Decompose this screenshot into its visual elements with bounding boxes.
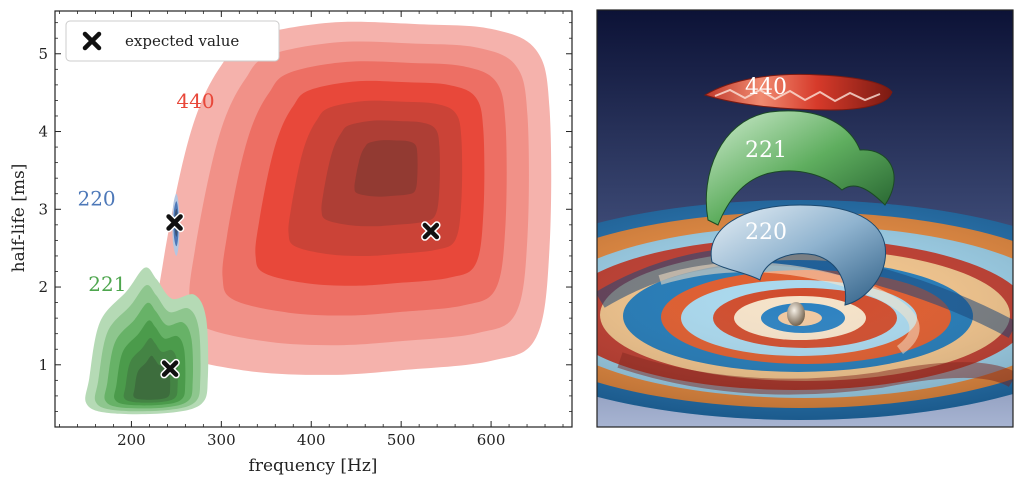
y-tick-label: 1: [38, 356, 48, 374]
legend-box: [65, 20, 280, 62]
x-tick-label: 600: [477, 431, 506, 449]
y-axis-label: half-life [ms]: [9, 164, 29, 273]
x-tick-label: 300: [207, 431, 236, 449]
y-tick-label: 3: [38, 200, 48, 218]
y-tick-label: 5: [38, 45, 48, 63]
mode-221-surface: [705, 110, 895, 226]
legend-x-marker: [81, 30, 103, 52]
expected-value-marker-220: [164, 212, 185, 233]
y-tick-label: 2: [38, 278, 48, 296]
contour-440-level-7: [354, 140, 418, 197]
render-label-221: 221: [745, 138, 787, 163]
legend-x-icon: [81, 30, 103, 52]
x-axis-label: frequency [Hz]: [249, 456, 378, 476]
expected-value-markers: [160, 212, 441, 379]
render-panel: 440 221 220: [596, 9, 1014, 428]
contour-221-level-6: [133, 355, 171, 400]
contour-plot: 200 300 400 500 600 1 2 3 4 5 440 220 221 frequenc…: [9, 10, 573, 476]
render-frame: [596, 9, 1014, 428]
posterior-regions: [85, 21, 552, 415]
x-tick-label: 500: [387, 431, 416, 449]
expected-value-marker-440: [421, 221, 441, 241]
mode-label-440: 440: [176, 89, 214, 113]
x-axis: 200 300 400 500 600: [59, 11, 564, 449]
render-label-220: 220: [745, 220, 787, 245]
mode-label-220: 220: [77, 186, 115, 210]
mode-220-surface: [710, 204, 887, 306]
mode-labels: 440 220 221: [77, 89, 214, 296]
x-tick-label: 400: [297, 431, 326, 449]
legend-label: expected value: [125, 32, 239, 50]
y-tick-label: 4: [38, 123, 48, 141]
contour-221: [85, 267, 209, 415]
contour-440: [156, 21, 552, 375]
black-hole: [787, 302, 805, 326]
mode-440-surface: [703, 73, 893, 111]
render-label-440: 440: [745, 75, 787, 100]
x-tick-label: 200: [117, 431, 146, 449]
y-axis: 1 2 3 4 5: [38, 22, 572, 412]
legend: expected value: [65, 20, 280, 62]
mode-label-221: 221: [88, 272, 126, 296]
expected-value-marker-221: [160, 358, 180, 379]
